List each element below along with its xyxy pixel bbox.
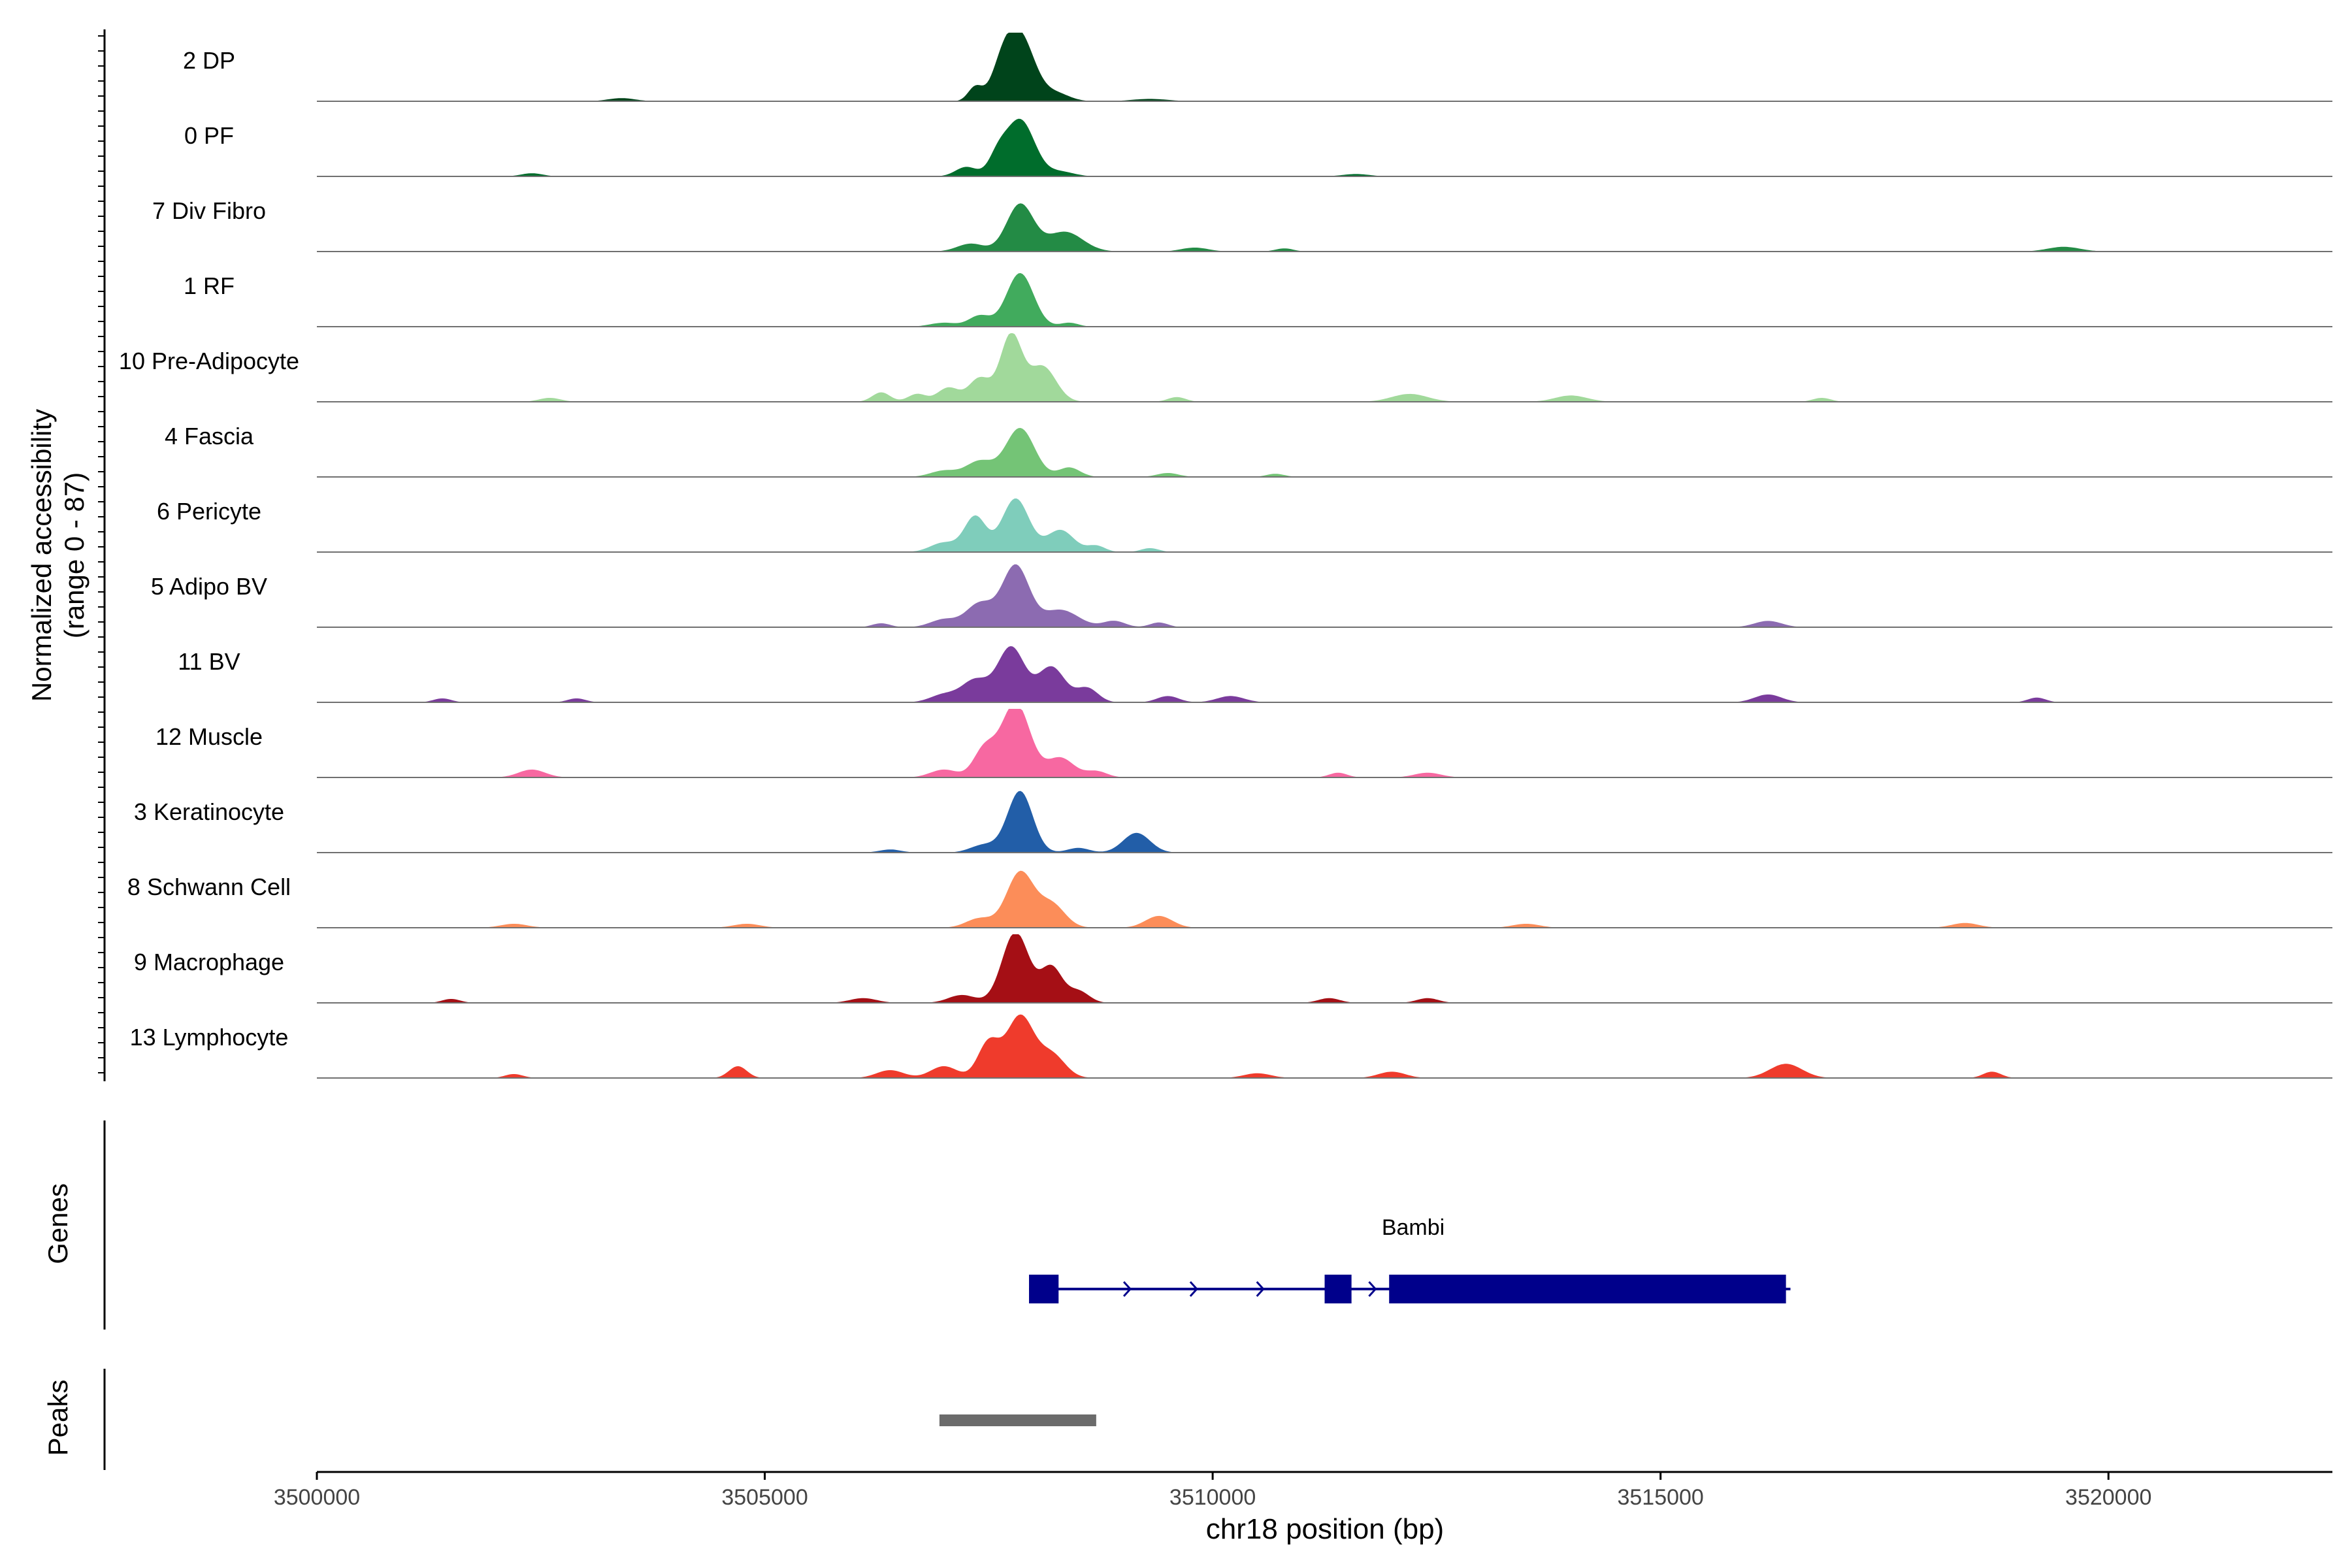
- coverage-area: [317, 791, 2332, 853]
- gene-track: Bambi: [1029, 1215, 1791, 1303]
- x-tick-label: 3515000: [1617, 1485, 1703, 1510]
- coverage-area: [317, 273, 2332, 327]
- track-4-fascia: 4 Fascia: [165, 423, 2332, 478]
- coverage-area: [317, 498, 2332, 552]
- track-13-lymphocyte: 13 Lymphocyte: [130, 1014, 2332, 1079]
- track-label: 1 RF: [184, 272, 235, 299]
- track-6-pericyte: 6 Pericyte: [157, 498, 2332, 553]
- x-axis-title: chr18 position (bp): [1206, 1513, 1444, 1545]
- track-label: 2 DP: [183, 47, 235, 74]
- strand-arrow: [1189, 1281, 1198, 1298]
- coverage-area: [317, 203, 2332, 252]
- track-label: 7 Div Fibro: [152, 197, 266, 224]
- track-label: 9 Macrophage: [134, 949, 284, 975]
- track-label: 0 PF: [184, 122, 234, 149]
- coverage-tracks: 2 DP 0 PF 7 Div Fibro 1 RF 10 Pre-Adipocyte 4…: [119, 33, 2332, 1079]
- track-12-muscle: 12 Muscle: [155, 709, 2332, 778]
- coverage-area: [317, 428, 2332, 477]
- track-3-keratinocyte: 3 Keratinocyte: [134, 791, 2332, 853]
- gene-exon: [1029, 1275, 1059, 1303]
- peak-track: [939, 1414, 1096, 1426]
- track-8-schwann-cell: 8 Schwann Cell: [127, 870, 2332, 928]
- track-2-dp: 2 DP: [183, 33, 2332, 102]
- track-label: 3 Keratinocyte: [134, 798, 284, 825]
- x-tick-label: 3500000: [274, 1485, 360, 1510]
- x-tick-label: 3520000: [2065, 1485, 2151, 1510]
- coverage-area: [317, 934, 2332, 1003]
- track-5-adipo-bv: 5 Adipo BV: [151, 564, 2332, 628]
- coverage-area: [317, 564, 2332, 627]
- coverage-area: [317, 870, 2332, 928]
- track-11-bv: 11 BV: [178, 646, 2332, 703]
- track-label: 13 Lymphocyte: [130, 1024, 289, 1051]
- gene-exon: [1389, 1275, 1786, 1303]
- peak-bar: [939, 1414, 1096, 1426]
- y-axis-title-line2: (range 0 - 87): [59, 472, 90, 638]
- track-label: 10 Pre-Adipocyte: [119, 348, 299, 374]
- track-9-macrophage: 9 Macrophage: [134, 934, 2332, 1004]
- peaks-track-label: Peaks: [42, 1380, 73, 1456]
- gene-exon: [1324, 1275, 1352, 1303]
- coverage-area: [317, 1014, 2332, 1078]
- track-10-pre-adipocyte: 10 Pre-Adipocyte: [119, 333, 2332, 402]
- coverage-area: [317, 118, 2332, 176]
- gene-name-label: Bambi: [1382, 1215, 1445, 1240]
- coverage-area: [317, 33, 2332, 101]
- strand-arrow: [1256, 1281, 1265, 1298]
- genes-track-label: Genes: [42, 1183, 73, 1264]
- track-label: 4 Fascia: [165, 423, 254, 449]
- x-tick-label: 3510000: [1169, 1485, 1256, 1510]
- y-axis: [98, 29, 106, 1470]
- coverage-area: [317, 333, 2332, 402]
- track-label: 12 Muscle: [155, 723, 263, 750]
- coverage-area: [317, 646, 2332, 702]
- y-axis-title-line1: Normalized accessibility: [26, 409, 57, 702]
- strand-arrow: [1368, 1281, 1377, 1298]
- track-0-pf: 0 PF: [184, 118, 2332, 177]
- strand-arrow: [1122, 1281, 1132, 1298]
- x-tick-label: 3505000: [721, 1485, 808, 1510]
- track-label: 5 Adipo BV: [151, 573, 267, 600]
- track-label: 8 Schwann Cell: [127, 874, 291, 900]
- coverage-area: [317, 709, 2332, 777]
- track-1-rf: 1 RF: [184, 272, 2332, 327]
- track-label: 6 Pericyte: [157, 498, 261, 525]
- track-7-div-fibro: 7 Div Fibro: [152, 197, 2332, 252]
- track-label: 11 BV: [178, 648, 240, 675]
- x-axis: 3500000 3505000 3510000 3515000 3520000: [274, 1471, 2332, 1510]
